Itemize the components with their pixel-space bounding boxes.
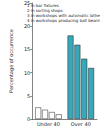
svg-text:0: 0: [27, 116, 30, 122]
svg-text:1 in bar fixtures: 1 in bar fixtures: [27, 2, 59, 8]
svg-text:15: 15: [24, 46, 30, 52]
svg-text:Over 40: Over 40: [71, 121, 91, 127]
svg-text:Under 40: Under 40: [37, 121, 60, 127]
svg-text:4 in workshops producing ball: 4 in workshops producing ball bearings: [27, 18, 100, 23]
svg-text:5: 5: [27, 93, 30, 99]
svg-text:Percentage of occurrence: Percentage of occurrence: [8, 29, 15, 93]
svg-text:20: 20: [24, 23, 30, 29]
svg-text:2 in sorting shops: 2 in sorting shops: [27, 7, 63, 13]
svg-text:10: 10: [24, 70, 30, 76]
